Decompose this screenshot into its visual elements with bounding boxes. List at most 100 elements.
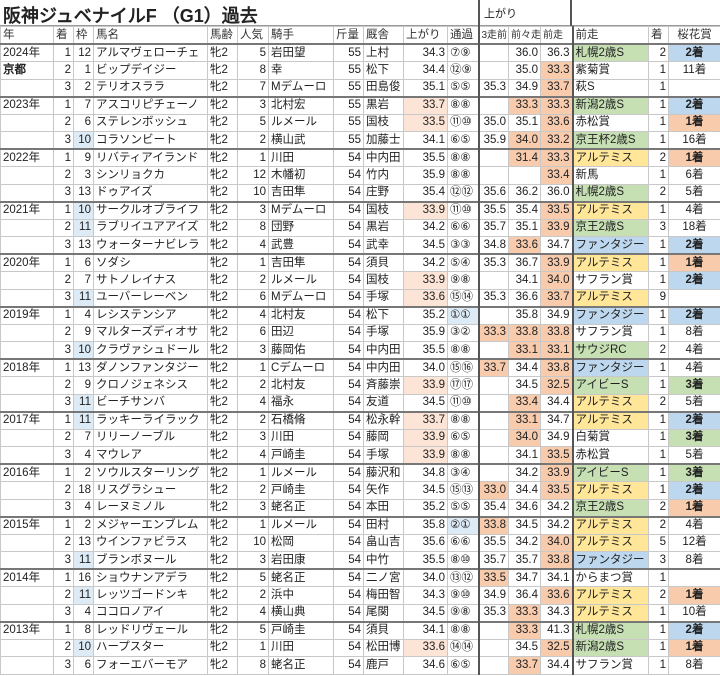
oka-sho-cell[interactable]: 1着 (668, 113, 720, 132)
agari-3-back-cell[interactable] (477, 656, 509, 675)
age-cell[interactable]: 牝2 (207, 113, 238, 132)
popularity-cell[interactable]: 1 (237, 253, 269, 272)
waku-cell[interactable]: 11 (73, 551, 94, 570)
age-cell[interactable]: 牝2 (207, 148, 238, 167)
jockey-cell[interactable]: 蛯名正 (268, 656, 334, 675)
agari-2-back-cell[interactable]: 31.4 (508, 148, 541, 167)
prev-race-cell[interactable]: アルテミス (572, 148, 649, 167)
agari-cell[interactable]: 33.9 (403, 376, 448, 395)
finish-cell[interactable]: 2 (53, 323, 74, 342)
agari-prev-cell[interactable]: 34.9 (540, 305, 574, 325)
passing-cell[interactable]: ⑪⑩ (447, 393, 479, 412)
jockey-cell[interactable]: 石橋脩 (268, 410, 334, 430)
agari-2-back-cell[interactable]: 34.7 (508, 568, 541, 587)
passing-cell[interactable]: ②① (447, 515, 479, 535)
age-cell[interactable]: 牝2 (207, 586, 238, 605)
jockey-cell[interactable]: Mデムーロ (268, 78, 334, 97)
prev-race-cell[interactable]: サフラン賞 (572, 323, 649, 342)
agari-3-back-cell[interactable] (477, 148, 509, 167)
prev-race-cell[interactable]: 白菊賞 (572, 428, 649, 447)
year-cell[interactable]: 2014年 (0, 568, 54, 587)
year-cell[interactable] (0, 446, 54, 465)
waku-cell[interactable]: 6 (73, 656, 94, 675)
oka-sho-cell[interactable]: 3着 (668, 376, 720, 395)
header-weight[interactable]: 斤量 (333, 26, 364, 45)
jockey-cell[interactable]: 松岡 (268, 533, 334, 552)
weight-cell[interactable]: 54 (333, 183, 364, 202)
finish-cell[interactable]: 1 (53, 200, 74, 220)
year-cell[interactable]: 2022年 (0, 148, 54, 167)
year-cell[interactable] (0, 551, 54, 570)
popularity-cell[interactable]: 5 (237, 113, 269, 132)
waku-cell[interactable]: 10 (73, 341, 94, 360)
prev-race-finish-cell[interactable]: 2 (648, 341, 669, 360)
prev-race-cell[interactable]: アルテミス (572, 253, 649, 272)
agari-2-back-cell[interactable]: 33.6 (508, 236, 541, 255)
horse-name-cell[interactable]: ドゥアイズ (93, 183, 208, 202)
agari-2-back-cell[interactable]: 33.4 (508, 393, 541, 412)
popularity-cell[interactable]: 4 (237, 603, 269, 622)
popularity-cell[interactable]: 7 (237, 78, 269, 97)
agari-3-back-cell[interactable] (477, 620, 509, 640)
horse-name-cell[interactable]: テリオスララ (93, 78, 208, 97)
trainer-cell[interactable]: 田村 (363, 515, 404, 535)
agari-3-back-cell[interactable]: 35.4 (477, 498, 509, 517)
age-cell[interactable]: 牝2 (207, 78, 238, 97)
horse-name-cell[interactable]: ユーバーレーベン (93, 288, 208, 307)
popularity-cell[interactable]: 3 (237, 498, 269, 517)
finish-cell[interactable]: 2 (53, 428, 74, 447)
trainer-cell[interactable]: 藤岡 (363, 428, 404, 447)
prev-race-cell[interactable]: 赤松賞 (572, 113, 649, 132)
weight-cell[interactable]: 55 (333, 61, 364, 80)
agari-cell[interactable]: 34.5 (403, 236, 448, 255)
trainer-cell[interactable]: 黒岩 (363, 95, 404, 115)
agari-3-back-cell[interactable]: 35.7 (477, 218, 509, 237)
agari-3-back-cell[interactable] (477, 410, 509, 430)
agari-3-back-cell[interactable] (477, 446, 509, 465)
age-cell[interactable]: 牝2 (207, 341, 238, 360)
agari-2-back-cell[interactable]: 35.0 (508, 61, 541, 80)
passing-cell[interactable]: ⑦⑨ (447, 43, 479, 62)
waku-cell[interactable]: 4 (73, 305, 94, 325)
passing-cell[interactable]: ⑧⑧ (447, 410, 479, 430)
agari-2-back-cell[interactable]: 33.7 (508, 656, 541, 675)
agari-2-back-cell[interactable]: 36.2 (508, 183, 541, 202)
finish-cell[interactable]: 1 (53, 620, 74, 640)
agari-cell[interactable]: 34.5 (403, 393, 448, 412)
prev-race-cell[interactable]: アルテミス (572, 533, 649, 552)
agari-cell[interactable]: 33.9 (403, 446, 448, 465)
age-cell[interactable]: 牝2 (207, 288, 238, 307)
passing-cell[interactable]: ⑫⑨ (447, 61, 479, 80)
finish-cell[interactable]: 1 (53, 148, 74, 167)
horse-name-cell[interactable]: ラブリイユアアイズ (93, 218, 208, 237)
header-oka-sho[interactable]: 桜花賞 (668, 26, 720, 45)
horse-name-cell[interactable]: ラッキーライラック (93, 410, 208, 430)
popularity-cell[interactable]: 10 (237, 183, 269, 202)
popularity-cell[interactable]: 4 (237, 393, 269, 412)
agari-3-back-cell[interactable]: 35.5 (477, 200, 509, 220)
year-cell[interactable] (0, 498, 54, 517)
agari-prev-cell[interactable]: 33.1 (540, 341, 574, 360)
weight-cell[interactable]: 54 (333, 148, 364, 167)
agari-prev-cell[interactable]: 36.0 (540, 183, 574, 202)
horse-name-cell[interactable]: メジャーエンブレム (93, 515, 208, 535)
popularity-cell[interactable]: 2 (237, 410, 269, 430)
trainer-cell[interactable]: 国枝 (363, 113, 404, 132)
agari-cell[interactable]: 33.6 (403, 288, 448, 307)
agari-prev-cell[interactable]: 33.7 (540, 288, 574, 307)
agari-cell[interactable]: 34.5 (403, 603, 448, 622)
trainer-cell[interactable]: 松永幹 (363, 410, 404, 430)
waku-cell[interactable]: 7 (73, 95, 94, 115)
weight-cell[interactable]: 55 (333, 43, 364, 62)
passing-cell[interactable]: ⑧⑧ (447, 446, 479, 465)
agari-prev-cell[interactable]: 33.3 (540, 95, 574, 115)
popularity-cell[interactable]: 1 (237, 638, 269, 657)
oka-sho-cell[interactable] (668, 78, 720, 97)
finish-cell[interactable]: 1 (53, 410, 74, 430)
jockey-cell[interactable]: 北村宏 (268, 95, 334, 115)
oka-sho-cell[interactable]: 8着 (668, 323, 720, 342)
trainer-cell[interactable]: 中竹 (363, 551, 404, 570)
weight-cell[interactable]: 54 (333, 586, 364, 605)
passing-cell[interactable]: ⑧⑩ (447, 551, 479, 570)
agari-cell[interactable]: 35.9 (403, 323, 448, 342)
